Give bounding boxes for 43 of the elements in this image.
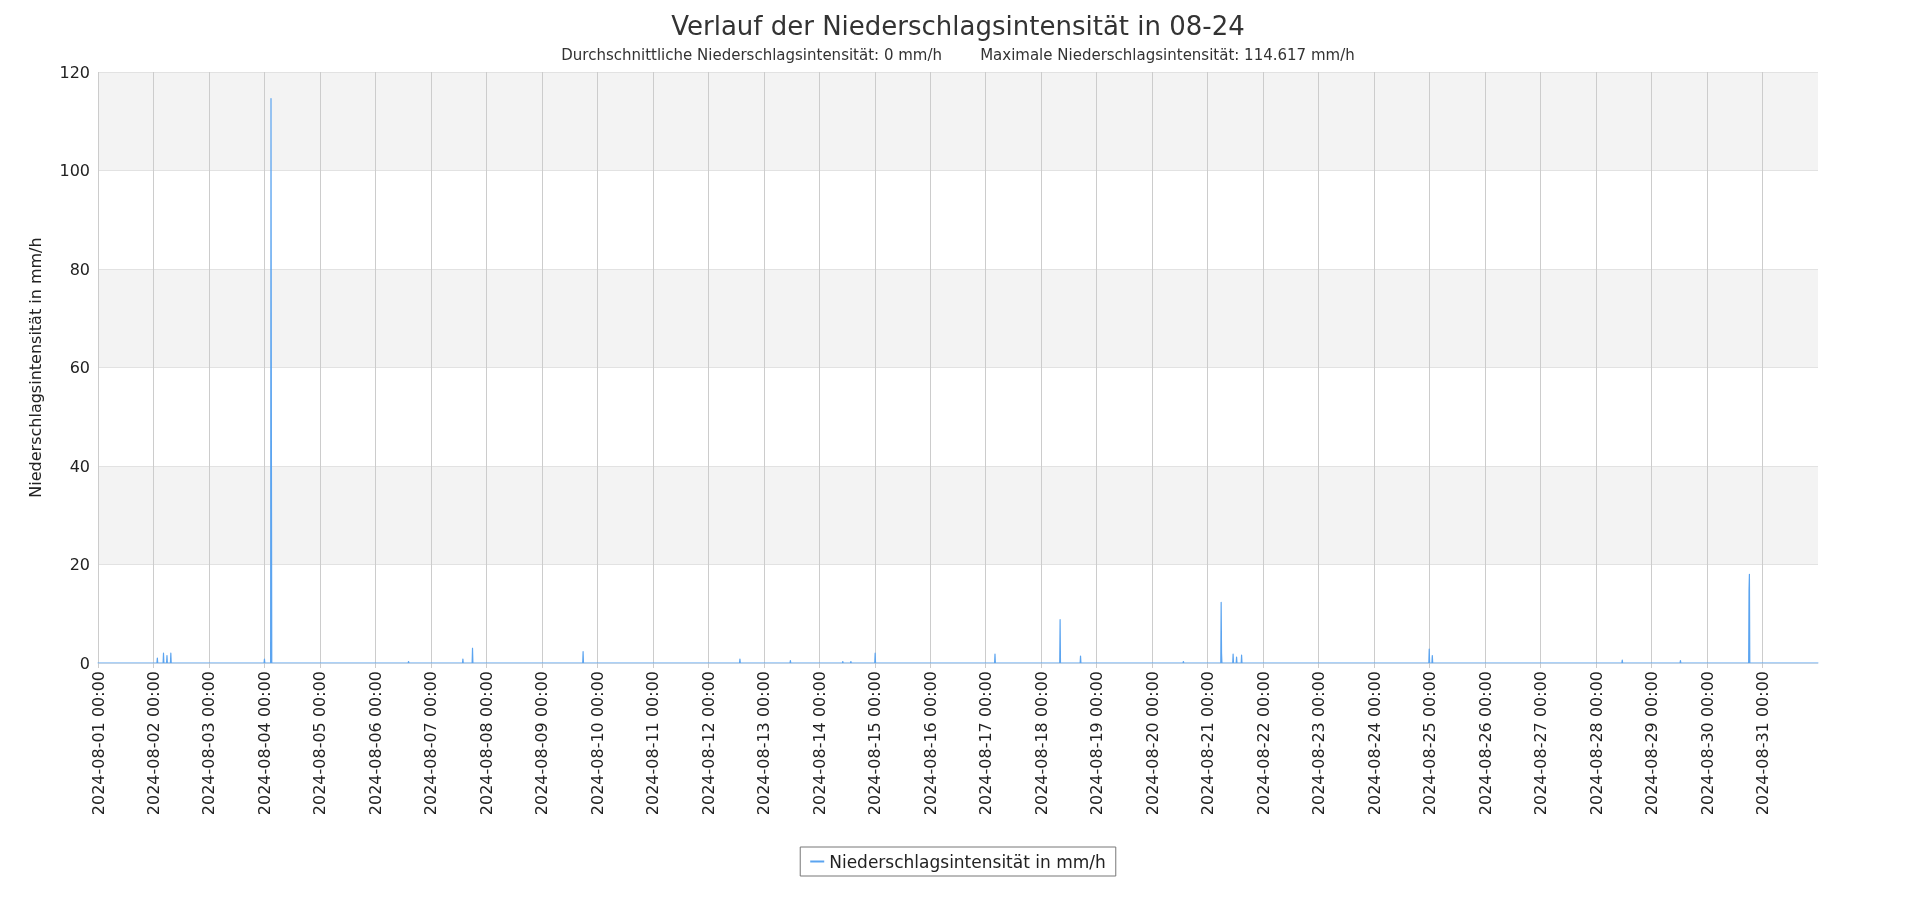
x-tick-label: 2024-08-03 00:00 — [199, 671, 219, 816]
x-tick-label: 2024-08-26 00:00 — [1475, 671, 1495, 816]
x-tick-label: 2024-08-05 00:00 — [310, 671, 330, 816]
x-tick-label: 2024-08-17 00:00 — [976, 671, 996, 816]
x-tick-label: 2024-08-20 00:00 — [1142, 671, 1162, 816]
legend-label: Niederschlagsintensität in mm/h — [829, 851, 1106, 872]
x-tick-label: 2024-08-31 00:00 — [1753, 671, 1773, 816]
x-tick-label: 2024-08-15 00:00 — [865, 671, 885, 816]
line-series — [97, 97, 1819, 664]
x-tick-label: 2024-08-12 00:00 — [698, 671, 718, 816]
x-tick-label: 2024-08-16 00:00 — [920, 671, 940, 816]
x-tick-label: 2024-08-06 00:00 — [365, 671, 385, 816]
y-axis-title: Niederschlagsintensität in mm/h — [25, 237, 45, 498]
x-tick-label: 2024-08-08 00:00 — [476, 671, 496, 816]
x-tick-label: 2024-08-14 00:00 — [809, 671, 829, 816]
y-tick-label: 0 — [79, 653, 90, 673]
chart-subtitle: Durchschnittliche Niederschlagsintensität: 0 mm/h Maximale Niederschlagsintensität: 114.617 mm/h — [561, 45, 1355, 64]
x-tick-label: 2024-08-02 00:00 — [143, 671, 163, 816]
x-tick-label: 2024-08-22 00:00 — [1253, 671, 1273, 816]
y-tick-label: 40 — [69, 456, 90, 476]
y-tick-label: 60 — [69, 358, 90, 377]
x-tick-label: 2024-08-13 00:00 — [754, 671, 774, 816]
chart-title: Verlauf der Niederschlagsintensität in 08-24 — [671, 11, 1245, 41]
x-tick-label: 2024-08-09 00:00 — [532, 671, 552, 816]
x-tick-label: 2024-08-04 00:00 — [254, 671, 274, 816]
y-tick-label: 120 — [59, 62, 90, 82]
y-tick-label: 20 — [69, 555, 90, 574]
x-tick-label: 2024-08-01 00:00 — [88, 671, 108, 816]
x-tick-label: 2024-08-27 00:00 — [1531, 671, 1551, 816]
y-tick-label: 100 — [59, 161, 90, 180]
x-tick-label: 2024-08-28 00:00 — [1586, 671, 1606, 816]
x-tick-label: 2024-08-18 00:00 — [1031, 671, 1051, 816]
x-tick-label: 2024-08-11 00:00 — [643, 671, 663, 816]
x-tick-label: 2024-08-29 00:00 — [1642, 671, 1662, 816]
x-tick-label: 2024-08-10 00:00 — [587, 671, 607, 816]
x-tick-label: 2024-08-07 00:00 — [421, 671, 441, 816]
x-tick-label: 2024-08-19 00:00 — [1087, 671, 1107, 816]
x-tick-label: 2024-08-25 00:00 — [1420, 671, 1440, 816]
y-tick-label: 80 — [69, 259, 90, 279]
x-tick-label: 2024-08-30 00:00 — [1697, 671, 1717, 816]
x-tick-label: 2024-08-23 00:00 — [1309, 671, 1329, 816]
x-tick-label: 2024-08-24 00:00 — [1364, 671, 1384, 816]
x-tick-label: 2024-08-21 00:00 — [1198, 671, 1218, 816]
